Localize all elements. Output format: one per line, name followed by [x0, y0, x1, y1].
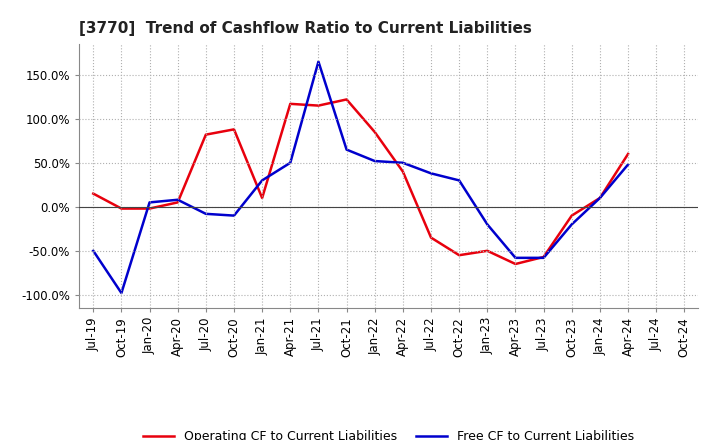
Line: Free CF to Current Liabilities: Free CF to Current Liabilities: [94, 62, 628, 293]
Free CF to Current Liabilities: [117, 290, 126, 296]
Operating CF to Current Liabilities: [370, 129, 379, 135]
Free CF to Current Liabilities: [342, 147, 351, 152]
Free CF to Current Liabilities: [483, 222, 492, 227]
Operating CF to Current Liabilities: [624, 151, 632, 157]
Operating CF to Current Liabilities: [539, 254, 548, 260]
Operating CF to Current Liabilities: [286, 101, 294, 106]
Free CF to Current Liabilities: [286, 160, 294, 165]
Free CF to Current Liabilities: [567, 222, 576, 227]
Free CF to Current Liabilities: [230, 213, 238, 218]
Free CF to Current Liabilities: [539, 255, 548, 260]
Text: [3770]  Trend of Cashflow Ratio to Current Liabilities: [3770] Trend of Cashflow Ratio to Curren…: [79, 21, 532, 36]
Free CF to Current Liabilities: [145, 200, 154, 205]
Operating CF to Current Liabilities: [427, 235, 436, 240]
Operating CF to Current Liabilities: [202, 132, 210, 137]
Operating CF to Current Liabilities: [399, 169, 408, 174]
Free CF to Current Liabilities: [89, 248, 98, 253]
Free CF to Current Liabilities: [427, 171, 436, 176]
Operating CF to Current Liabilities: [314, 103, 323, 108]
Legend: Operating CF to Current Liabilities, Free CF to Current Liabilities: Operating CF to Current Liabilities, Fre…: [138, 425, 639, 440]
Operating CF to Current Liabilities: [258, 195, 266, 201]
Free CF to Current Liabilities: [314, 59, 323, 64]
Free CF to Current Liabilities: [258, 178, 266, 183]
Operating CF to Current Liabilities: [230, 127, 238, 132]
Operating CF to Current Liabilities: [342, 97, 351, 102]
Operating CF to Current Liabilities: [483, 248, 492, 253]
Operating CF to Current Liabilities: [567, 213, 576, 218]
Operating CF to Current Liabilities: [511, 261, 520, 267]
Free CF to Current Liabilities: [174, 197, 182, 202]
Free CF to Current Liabilities: [399, 160, 408, 165]
Operating CF to Current Liabilities: [145, 206, 154, 211]
Free CF to Current Liabilities: [624, 162, 632, 167]
Operating CF to Current Liabilities: [174, 200, 182, 205]
Free CF to Current Liabilities: [202, 211, 210, 216]
Line: Operating CF to Current Liabilities: Operating CF to Current Liabilities: [94, 99, 628, 264]
Operating CF to Current Liabilities: [117, 206, 126, 211]
Free CF to Current Liabilities: [595, 195, 604, 201]
Operating CF to Current Liabilities: [595, 195, 604, 201]
Free CF to Current Liabilities: [370, 158, 379, 164]
Free CF to Current Liabilities: [455, 178, 464, 183]
Operating CF to Current Liabilities: [455, 253, 464, 258]
Operating CF to Current Liabilities: [89, 191, 98, 196]
Free CF to Current Liabilities: [511, 255, 520, 260]
